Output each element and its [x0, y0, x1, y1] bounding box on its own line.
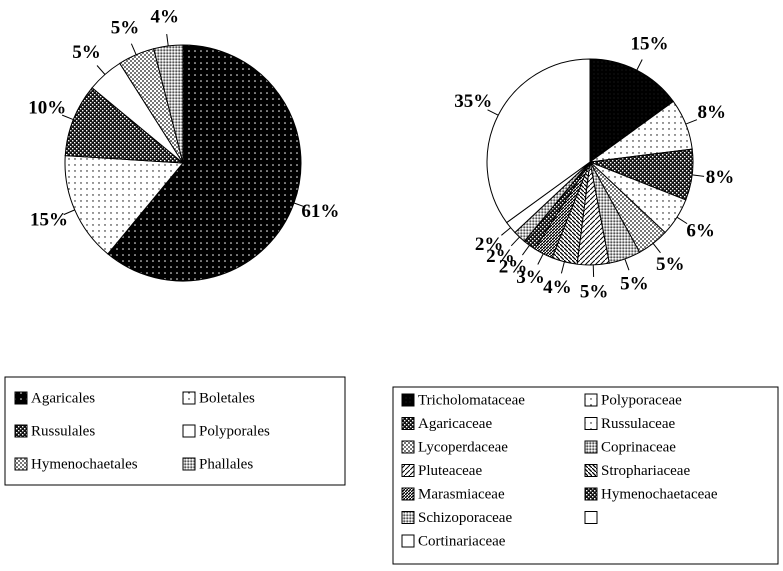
- data-label: 2%: [475, 234, 504, 255]
- legend-swatch: [585, 441, 597, 453]
- legend-swatch: [15, 392, 27, 404]
- legend-swatch: [15, 458, 27, 470]
- leader-line: [561, 262, 564, 274]
- leader-line: [686, 120, 697, 124]
- data-label: 35%: [454, 91, 492, 112]
- legend-label: Polyporales: [199, 423, 270, 439]
- data-label: 5%: [656, 254, 685, 275]
- legend-label: Marasmiaceae: [418, 486, 505, 502]
- data-label: 4%: [543, 277, 572, 298]
- legend-label: Agaricaceae: [418, 416, 492, 432]
- data-label: 8%: [706, 167, 735, 188]
- legend-swatch: [402, 465, 414, 477]
- legend-label: Cortinariaceae: [418, 533, 506, 549]
- data-label: 5%: [111, 17, 140, 38]
- legend-swatch: [183, 392, 195, 404]
- legend-swatch: [585, 465, 597, 477]
- legend-label: Polyporaceae: [601, 392, 682, 408]
- data-label: 4%: [150, 7, 179, 28]
- data-label: 15%: [630, 34, 668, 55]
- leader-line: [167, 34, 169, 46]
- legend-swatch: [183, 458, 195, 470]
- legend-swatch: [402, 394, 414, 406]
- legend-swatch: [585, 488, 597, 500]
- legend-label: Strophariaceae: [601, 463, 690, 479]
- legend-label: Russulales: [31, 423, 95, 439]
- data-label: 10%: [28, 98, 66, 119]
- data-label: 15%: [30, 209, 68, 230]
- legend-swatch: [15, 425, 27, 437]
- data-label: 5%: [72, 42, 101, 63]
- legend-label: Hymenochaetaceae: [601, 486, 718, 502]
- leader-line: [625, 259, 629, 270]
- leader-line: [637, 60, 642, 71]
- legend-swatch: [183, 425, 195, 437]
- legend-swatch: [585, 394, 597, 406]
- legend-swatch: [402, 512, 414, 524]
- legend-label: Russulaceae: [601, 416, 675, 432]
- leader-line: [97, 65, 105, 74]
- legend-swatch: [585, 418, 597, 430]
- legend-label: Schizoporaceae: [418, 510, 512, 526]
- leader-line: [538, 254, 543, 265]
- legend-swatch: [585, 512, 597, 524]
- data-label: 8%: [698, 102, 727, 123]
- leader-line: [653, 243, 660, 252]
- leader-line: [692, 175, 704, 177]
- legend-label: Tricholomataceae: [418, 392, 525, 408]
- legend-label: Boletales: [199, 390, 255, 406]
- data-label: 5%: [620, 274, 649, 295]
- data-label: 61%: [301, 201, 339, 222]
- legend-label: Phallales: [199, 456, 253, 472]
- legend-swatch: [402, 441, 414, 453]
- legend-swatch: [402, 535, 414, 547]
- legend-label: Agaricales: [31, 390, 95, 406]
- legend-swatch: [402, 418, 414, 430]
- leader-line: [511, 237, 519, 246]
- data-label: 6%: [686, 221, 715, 242]
- legend-label: Pluteaceae: [418, 463, 482, 479]
- legend-label: Coprinaceae: [601, 439, 676, 455]
- legend-swatch: [402, 488, 414, 500]
- leader-line: [522, 245, 529, 255]
- legend-label: Hymenochaetales: [31, 456, 138, 472]
- legend-label: Lycoperdaceae: [418, 439, 508, 455]
- data-label: 5%: [580, 281, 609, 302]
- leader-line: [131, 44, 136, 55]
